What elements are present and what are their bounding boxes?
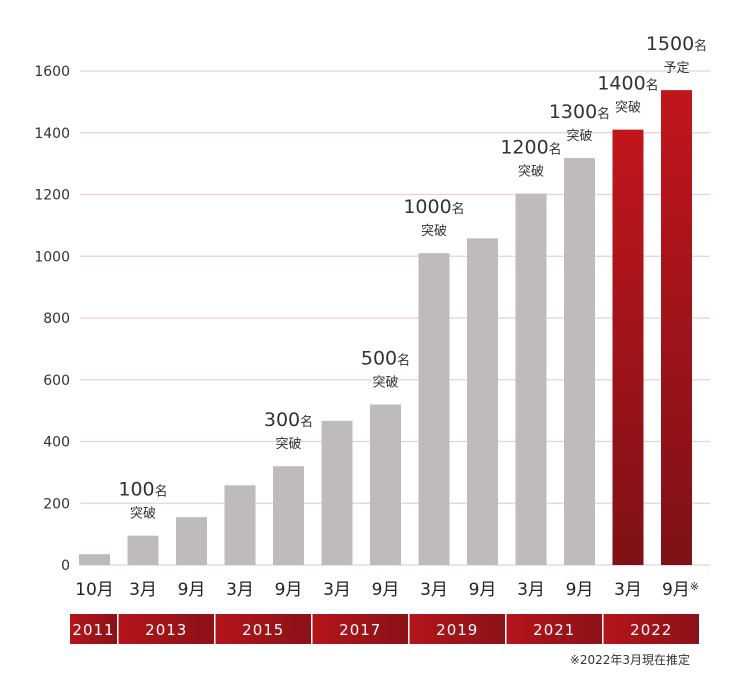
bar: [127, 535, 159, 565]
y-tick-label: 600: [43, 373, 70, 389]
data-label-value: 1300名: [549, 101, 610, 123]
x-tick-label: 9月: [275, 580, 303, 600]
x-tick-label: 3月: [614, 580, 642, 600]
y-axis-tick-labels: 0 200 400 600 800 1000 1200 1400 1600: [34, 64, 70, 574]
year-band: [215, 614, 311, 644]
y-tick-label: 1600: [34, 64, 70, 80]
bar: [224, 485, 256, 565]
data-label-note: 予定: [663, 61, 689, 76]
bar: [370, 404, 401, 565]
bar: [418, 253, 450, 565]
bar: [564, 158, 595, 565]
data-label-value: 500名: [361, 347, 410, 369]
bar-highlight: [612, 129, 644, 565]
data-label-value: 1000名: [403, 196, 464, 218]
data-label-value: 100名: [118, 479, 167, 501]
x-tick-label: 9月※: [662, 580, 699, 600]
x-tick-label: 3月: [129, 580, 157, 600]
x-tick-label: 3月: [323, 580, 351, 600]
y-tick-label: 0: [61, 558, 70, 574]
data-label-note: 突破: [566, 128, 592, 144]
year-label: 2011: [72, 621, 114, 639]
footnote: ※2022年3月現在推定: [570, 652, 690, 667]
bar: [321, 420, 353, 565]
year-label: 2017: [339, 621, 381, 639]
year-band: [312, 614, 408, 644]
y-tick-label: 1400: [34, 126, 70, 142]
year-label: 2021: [533, 621, 575, 639]
bar: [467, 238, 498, 565]
data-labels: 100名突破300名突破500名突破1000名突破1200名突破1300名突破1…: [118, 33, 707, 522]
data-label-note: 突破: [275, 436, 301, 452]
y-tick-label: 1200: [34, 188, 70, 204]
data-label-value: 1200名: [500, 137, 561, 159]
bars: [79, 90, 692, 566]
year-band: [409, 614, 505, 644]
x-tick-label: 3月: [420, 580, 448, 600]
bar: [176, 517, 207, 565]
data-label-note: 突破: [615, 100, 641, 116]
bar: [515, 193, 547, 566]
y-tick-label: 800: [43, 311, 70, 327]
x-tick-label: 9月: [566, 580, 594, 600]
x-tick-label: 9月: [469, 580, 497, 600]
data-label-value: 1400名: [597, 73, 658, 95]
year-bands: 2011 2013 2015 2017 2019 2021 2022: [70, 614, 699, 644]
bar-highlight: [661, 90, 692, 565]
data-label-note: 突破: [130, 506, 156, 522]
x-tick-label: 3月: [517, 580, 545, 600]
year-label: 2019: [436, 621, 478, 639]
y-tick-label: 400: [43, 435, 70, 451]
y-tick-label: 200: [43, 496, 70, 512]
year-label: 2022: [630, 621, 672, 639]
data-label-value: 300名: [264, 409, 313, 431]
y-tick-label: 1000: [34, 249, 70, 265]
year-band: [70, 614, 117, 644]
bar: [79, 554, 110, 565]
year-band: [603, 614, 699, 644]
year-label: 2015: [242, 621, 284, 639]
x-tick-label: 9月: [372, 580, 400, 600]
year-label: 2013: [145, 621, 187, 639]
x-tick-label: 3月: [226, 580, 254, 600]
data-label-note: 突破: [421, 223, 447, 239]
x-axis-tick-labels: 10月 3月 9月 3月 9月 3月 9月 3月 9月 3月 9月 3月 9月※: [75, 580, 699, 600]
data-label-note: 突破: [372, 374, 398, 390]
x-tick-label: 9月: [178, 580, 206, 600]
year-band: [118, 614, 214, 644]
data-label-note: 突破: [518, 164, 544, 180]
gridlines: [80, 70, 710, 566]
bar: [273, 466, 304, 565]
year-band: [506, 614, 602, 644]
data-label-value: 1500名: [646, 33, 707, 55]
x-tick-label: 10月: [75, 580, 114, 600]
